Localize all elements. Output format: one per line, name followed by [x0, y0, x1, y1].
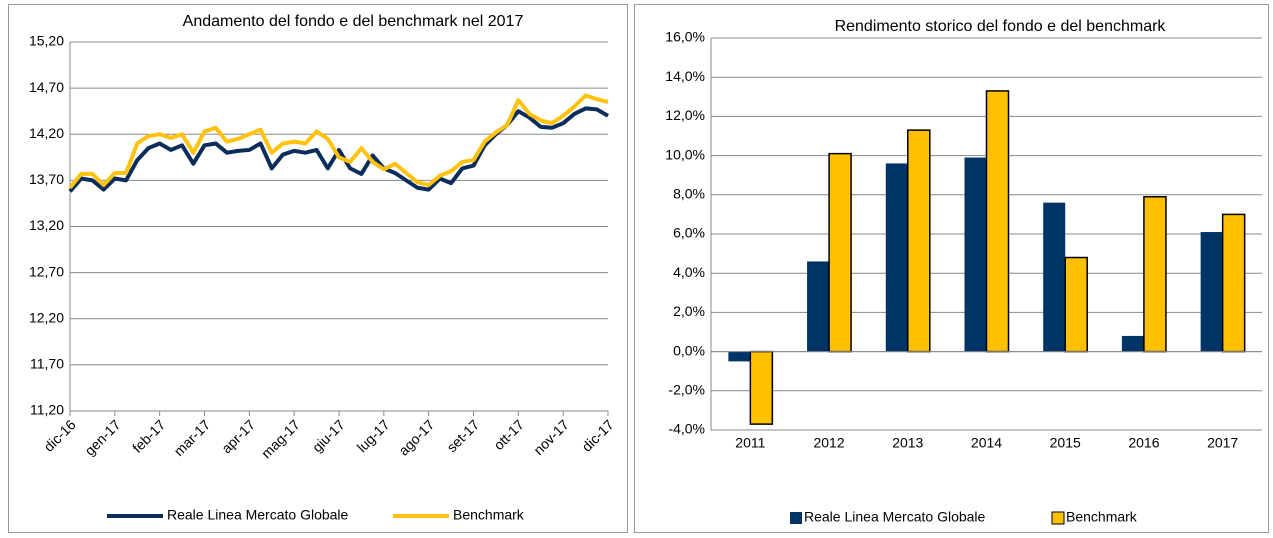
y-tick-label: 14,70: [29, 79, 64, 95]
y-tick-label: 2,0%: [673, 303, 705, 319]
y-tick-label: 0,0%: [673, 342, 705, 358]
chart-title: Rendimento storico del fondo e del bench…: [835, 18, 1167, 35]
legend-label: Reale Linea Mercato Globale: [167, 507, 349, 523]
y-tick-label: 12,20: [29, 309, 64, 325]
bar: [885, 163, 908, 352]
bar: [749, 350, 774, 425]
x-tick-label: 2011: [735, 435, 765, 451]
x-tick-label: feb-17: [129, 416, 169, 456]
series-line: [68, 93, 609, 190]
x-tick-label: mar-17: [171, 416, 214, 459]
x-tick-label: 2012: [813, 435, 844, 451]
bar: [1221, 213, 1246, 353]
x-tick-label: gen-17: [81, 416, 123, 458]
x-tick-label: giu-17: [309, 416, 348, 455]
y-tick-label: 13,20: [29, 217, 64, 233]
bar: [1143, 196, 1167, 353]
series-line: [68, 106, 609, 193]
x-tick-label: 2013: [892, 435, 923, 451]
x-tick-label: dic-16: [40, 416, 78, 454]
x-tick-label: 2014: [971, 435, 1002, 451]
bar: [1064, 256, 1088, 353]
y-tick-label: 12,70: [29, 263, 64, 279]
legend-swatch: [1051, 511, 1065, 525]
x-tick-label: nov-17: [530, 416, 572, 458]
bar: [985, 90, 1010, 353]
x-tick-label: apr-17: [218, 416, 258, 456]
bar: [807, 261, 830, 352]
y-tick-label: -2,0%: [668, 382, 705, 398]
bar: [1043, 202, 1066, 352]
y-tick-label: 14,0%: [665, 68, 705, 84]
bar: [1200, 232, 1223, 352]
x-tick-label: ott-17: [490, 416, 527, 453]
y-tick-label: 8,0%: [673, 186, 705, 202]
x-tick-label: lug-17: [354, 416, 393, 455]
x-tick-label: mag-17: [258, 416, 303, 461]
bar: [728, 351, 751, 362]
bar: [907, 129, 931, 353]
x-tick-label: set-17: [443, 416, 482, 455]
x-tick-label: 2016: [1128, 435, 1159, 451]
y-tick-label: 11,70: [30, 356, 64, 372]
y-tick-label: -4,0%: [668, 421, 705, 437]
bar: [828, 152, 852, 353]
legend-label: Benchmark: [1066, 509, 1138, 525]
y-tick-label: 14,20: [29, 125, 64, 141]
y-tick-label: 12,0%: [665, 107, 705, 123]
x-tick-label: ago-17: [395, 416, 437, 458]
y-tick-label: 13,70: [29, 171, 64, 187]
y-tick-label: 10,0%: [665, 146, 705, 162]
y-tick-label: 16,0%: [665, 29, 705, 45]
panel-border: [634, 4, 1269, 533]
y-tick-label: 6,0%: [673, 225, 705, 241]
legend-label: Reale Linea Mercato Globale: [804, 509, 986, 525]
legend-swatch: [790, 512, 802, 524]
x-tick-label: 2017: [1207, 435, 1238, 451]
x-tick-label: 2015: [1050, 435, 1081, 451]
chart-title: Andamento del fondo e del benchmark nel …: [183, 13, 524, 30]
y-tick-label: 15,20: [29, 33, 64, 49]
y-tick-label: 11,20: [30, 402, 64, 418]
bar: [964, 157, 987, 352]
legend-label: Benchmark: [453, 507, 525, 523]
bar: [1121, 335, 1144, 352]
x-tick-label: dic-17: [578, 416, 616, 454]
y-tick-label: 4,0%: [673, 264, 705, 280]
